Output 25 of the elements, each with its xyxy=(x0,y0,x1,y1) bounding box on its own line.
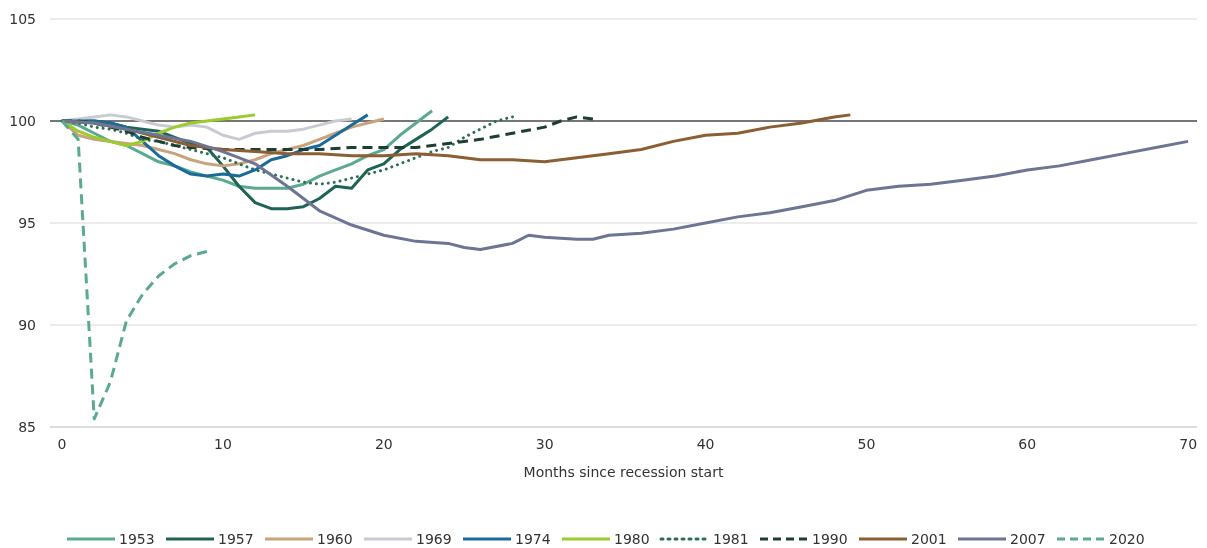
x-tick-label: 0 xyxy=(57,436,67,452)
legend-label: 1953 xyxy=(119,530,155,547)
y-tick-label: 100 xyxy=(9,112,36,129)
legend-label: 2001 xyxy=(911,530,947,547)
y-tick-label: 95 xyxy=(18,214,36,231)
legend-label: 2020 xyxy=(1109,530,1145,547)
legend-label: 1980 xyxy=(614,530,650,547)
x-tick-label: 20 xyxy=(374,436,393,452)
y-tick-label: 85 xyxy=(18,418,36,435)
legend-label: 2007 xyxy=(1010,530,1046,547)
legend-label: 1990 xyxy=(812,530,848,547)
x-tick-label: 30 xyxy=(535,436,554,452)
legend-label: 1981 xyxy=(713,530,749,547)
x-tick-label: 10 xyxy=(214,436,232,452)
y-tick-label: 105 xyxy=(9,10,36,27)
legend-label: 1974 xyxy=(515,530,551,547)
legend-label: 1960 xyxy=(317,530,353,547)
x-axis-title: Months since recession start xyxy=(523,464,724,480)
x-tick-label: 70 xyxy=(1179,436,1198,452)
y-tick-label: 90 xyxy=(18,316,36,333)
x-tick-label: 40 xyxy=(696,436,715,452)
x-tick-label: 50 xyxy=(857,436,876,452)
legend-label: 1957 xyxy=(218,530,254,547)
legend-label: 1969 xyxy=(416,530,452,547)
x-tick-label: 60 xyxy=(1018,436,1037,452)
